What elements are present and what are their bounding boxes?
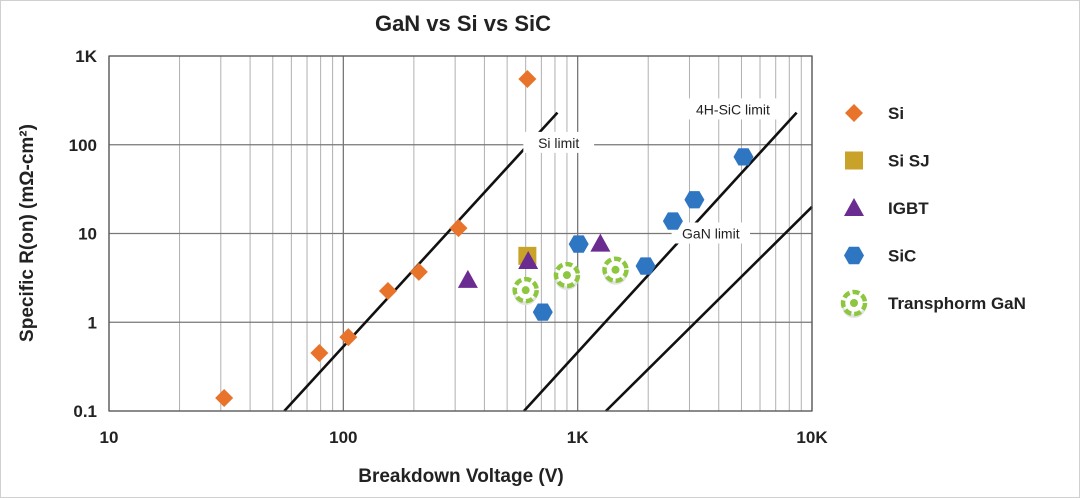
- limit-label-bg: [671, 222, 751, 244]
- y-tick-label: 1: [88, 313, 97, 332]
- data-point-diamond: [378, 281, 397, 300]
- data-point-gan: [553, 261, 581, 291]
- legend-label: Si SJ: [888, 152, 930, 171]
- legend-marker: [844, 198, 864, 216]
- data-points: [215, 70, 754, 408]
- data-point-triangle: [457, 269, 478, 288]
- legend-marker: [840, 289, 868, 318]
- y-axis-label: Specific R(on) (mΩ-cm²): [17, 124, 38, 342]
- y-tick-label: 1K: [75, 47, 97, 66]
- data-point-hexagon: [662, 212, 683, 230]
- data-point-diamond: [215, 389, 234, 408]
- legend-label: IGBT: [888, 199, 929, 218]
- legend-label: SiC: [888, 247, 916, 266]
- x-tick-label: 100: [329, 428, 357, 447]
- data-point-hexagon: [635, 257, 656, 275]
- data-point-gan: [512, 276, 539, 306]
- chart-title: GaN vs Si vs SiC: [375, 11, 551, 36]
- data-point-gan: [602, 256, 629, 285]
- data-point-diamond: [339, 328, 358, 347]
- data-point-hexagon: [684, 191, 705, 209]
- legend-marker: [845, 151, 863, 170]
- legend-label: Transphorm GaN: [888, 294, 1026, 313]
- data-point-diamond: [310, 344, 329, 363]
- limit-label-bg: [523, 131, 595, 153]
- legend-marker: [845, 104, 863, 122]
- limit-label: 4H-SiC limit: [696, 101, 770, 117]
- limit-lines: Si limit 4H-SiC limit GaN limit: [283, 98, 813, 412]
- data-point-triangle: [590, 233, 611, 252]
- data-point-hexagon: [568, 235, 589, 253]
- x-axis-label: Breakdown Voltage (V): [358, 466, 564, 487]
- data-point-triangle: [518, 250, 539, 269]
- limit-label: GaN limit: [682, 226, 740, 242]
- tick-labels: 10 100 1K 10K 0.1 1 10 100 1K: [69, 47, 829, 447]
- plot-area-border: [108, 55, 813, 412]
- limit-label-bg: [682, 98, 784, 120]
- limit-line: [283, 111, 559, 412]
- legend-marker: [844, 246, 864, 265]
- y-tick-label: 10: [78, 225, 97, 244]
- data-point-diamond: [449, 219, 468, 238]
- y-tick-label: 0.1: [73, 402, 97, 421]
- limit-line: [523, 111, 798, 412]
- limit-line: [605, 205, 813, 412]
- data-point-diamond: [409, 262, 428, 281]
- legend: Si Si SJ IGBT SiC Transphorm GaN: [840, 104, 1026, 318]
- data-point-diamond: [518, 70, 537, 89]
- x-tick-label: 10: [100, 428, 119, 447]
- legend-label: Si: [888, 104, 904, 123]
- x-tick-label: 1K: [567, 428, 589, 447]
- data-point-hexagon: [532, 303, 553, 321]
- y-tick-label: 100: [69, 136, 97, 155]
- limit-label: Si limit: [538, 135, 579, 151]
- x-tick-label: 10K: [796, 428, 828, 447]
- data-point-hexagon: [733, 148, 754, 166]
